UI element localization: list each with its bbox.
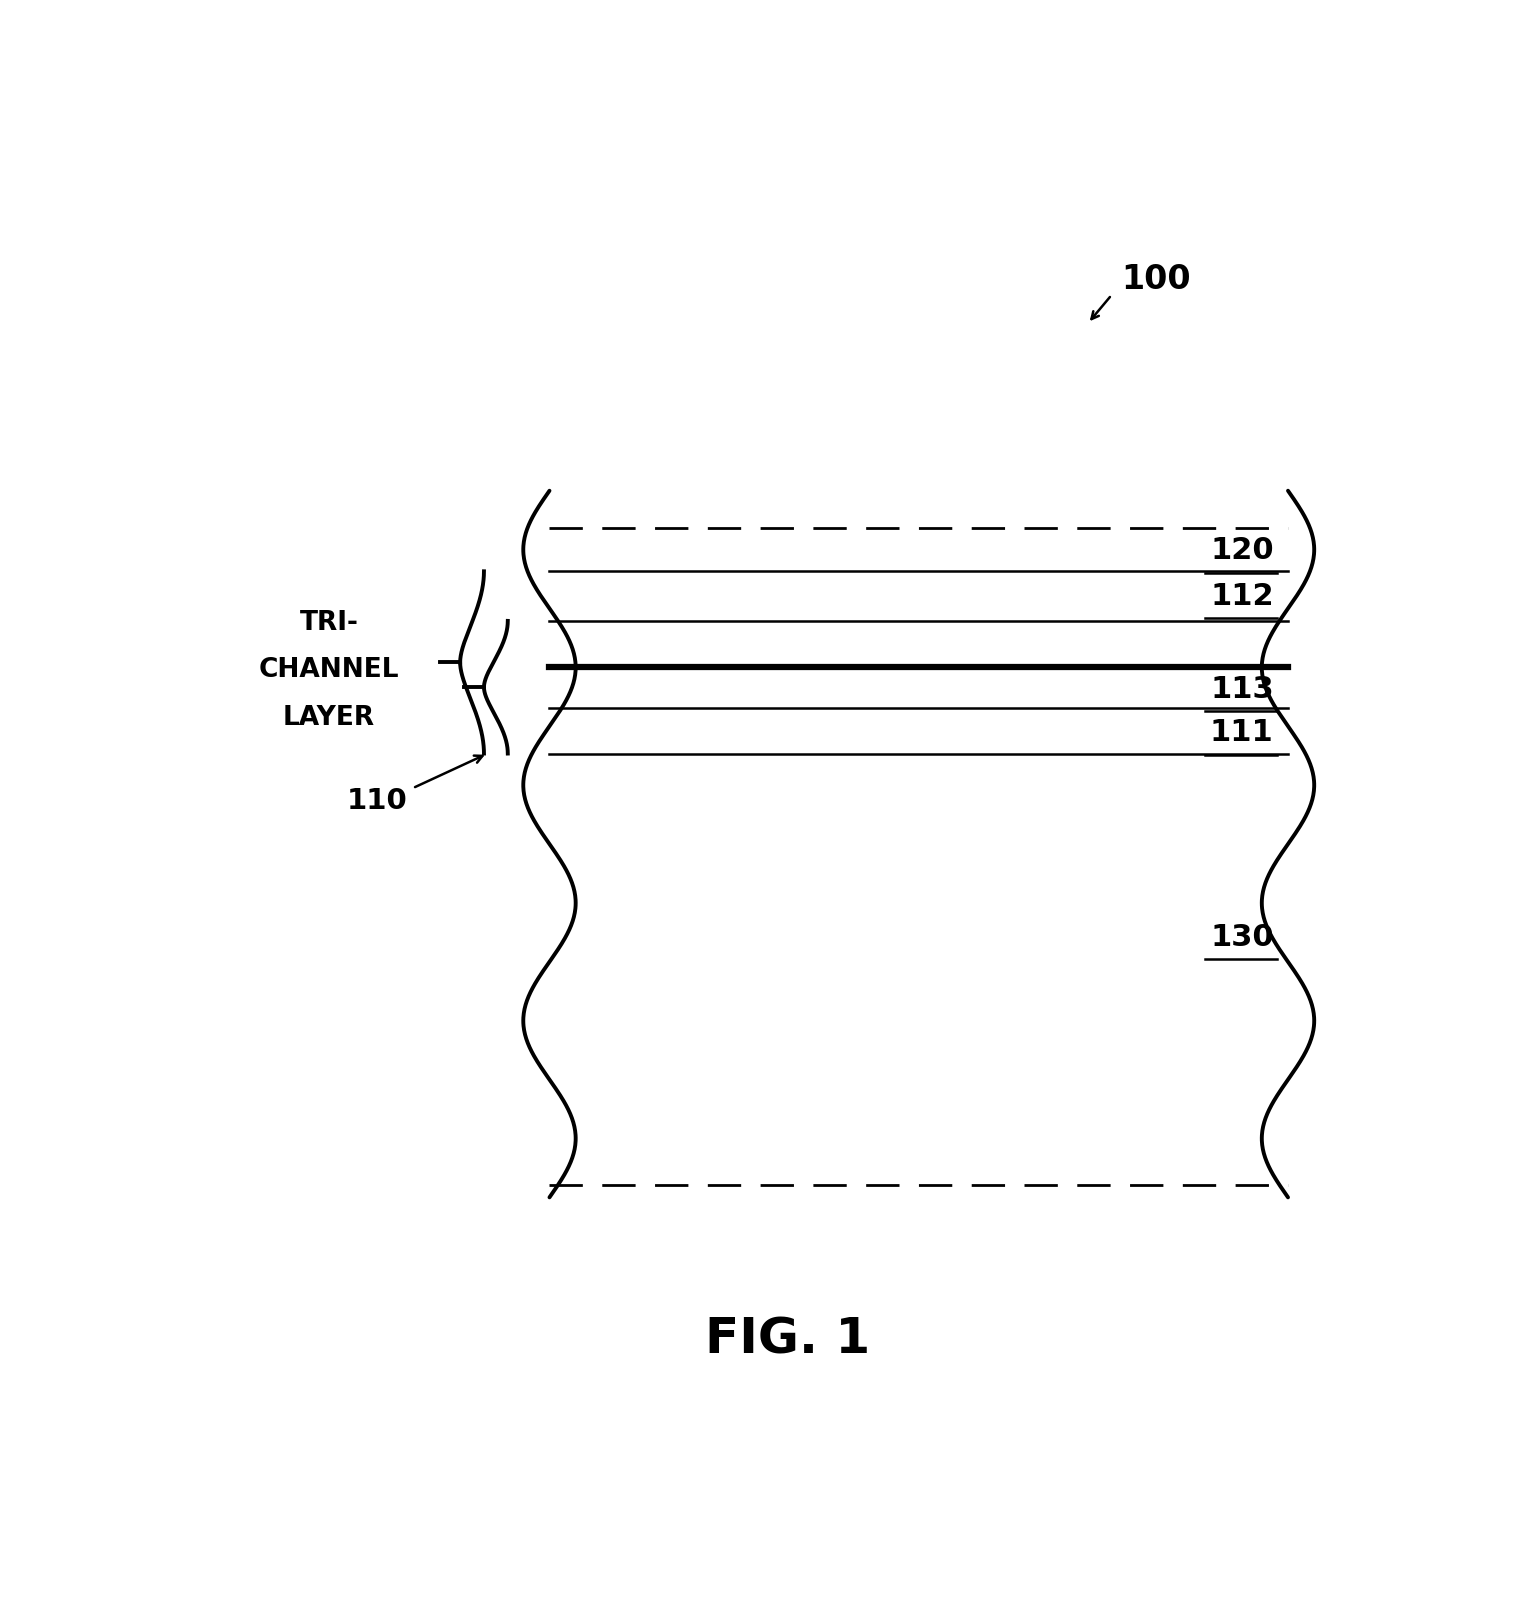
Text: 130: 130 bbox=[1210, 923, 1274, 952]
Text: 100: 100 bbox=[1122, 264, 1191, 296]
Text: TRI-: TRI- bbox=[300, 610, 358, 636]
Text: FIG. 1: FIG. 1 bbox=[705, 1315, 870, 1364]
Text: CHANNEL: CHANNEL bbox=[258, 657, 400, 684]
Text: LAYER: LAYER bbox=[283, 705, 375, 731]
Text: 111: 111 bbox=[1210, 718, 1274, 747]
Text: 113: 113 bbox=[1210, 675, 1274, 704]
Text: 120: 120 bbox=[1210, 536, 1274, 565]
Text: 112: 112 bbox=[1210, 581, 1274, 610]
Text: 110: 110 bbox=[346, 787, 407, 815]
